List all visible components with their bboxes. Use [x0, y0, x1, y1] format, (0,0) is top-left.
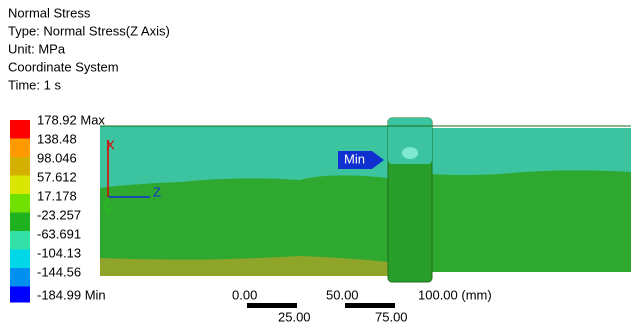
legend-swatch	[10, 287, 30, 303]
collar-hole	[402, 147, 418, 159]
scale-segment	[247, 303, 297, 308]
scale-bar: 0.00 50.00 100.00 (mm) 25.00 75.00	[232, 287, 492, 324]
scale-label: 100.00 (mm)	[418, 287, 492, 302]
legend-label: 138.48	[37, 131, 77, 146]
legend-label: -23.257	[37, 207, 81, 222]
page: {"header": {"lines": ["Normal Stress", "…	[0, 0, 631, 324]
header-line: Normal Stress	[8, 5, 91, 20]
legend-label: -63.691	[37, 226, 81, 241]
legend-label: 57.612	[37, 169, 77, 184]
scale-label: 25.00	[278, 309, 311, 324]
legend-swatch	[10, 176, 30, 195]
legend-swatch	[10, 157, 30, 176]
legend-label: 178.92 Max	[37, 112, 105, 127]
scale-label: 75.00	[375, 309, 408, 324]
axis-x-label: X	[106, 137, 115, 152]
legend-swatch	[10, 213, 30, 232]
probe-label: Min	[344, 151, 365, 166]
header: Normal Stress Type: Normal Stress(Z Axis…	[8, 5, 170, 92]
header-line: Unit: MPa	[8, 41, 66, 56]
legend-swatch	[10, 194, 30, 213]
legend-label: 98.046	[37, 150, 77, 165]
viewport: Normal Stress Type: Normal Stress(Z Axis…	[0, 0, 631, 324]
legend-swatch	[10, 120, 30, 139]
legend-swatch	[10, 250, 30, 269]
legend-swatch	[10, 139, 30, 158]
scale-label: 50.00	[326, 287, 359, 302]
legend: 178.92 Max 138.48 98.046 57.612 17.178 -…	[10, 112, 106, 302]
legend-label: -144.56	[37, 264, 81, 279]
legend-label: 17.178	[37, 188, 77, 203]
scale-segment	[345, 303, 395, 308]
header-line: Type: Normal Stress(Z Axis)	[8, 23, 170, 38]
legend-label: -184.99 Min	[37, 287, 106, 302]
legend-label: -104.13	[37, 245, 81, 260]
model	[100, 118, 631, 282]
axis-z-label: Z	[153, 184, 161, 199]
header-line: Time: 1 s	[8, 77, 61, 92]
legend-swatch	[10, 231, 30, 250]
axis-y-label: Y	[104, 203, 113, 218]
scale-label: 0.00	[232, 287, 257, 302]
legend-swatch	[10, 268, 30, 287]
shaft-right-top-band	[432, 128, 631, 175]
header-line: Coordinate System	[8, 59, 119, 74]
